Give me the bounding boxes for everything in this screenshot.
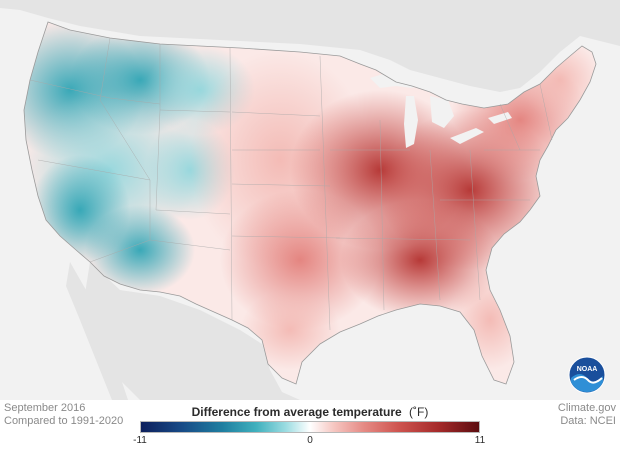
- temperature-anomaly-map: [0, 0, 620, 400]
- lake-michigan: [404, 96, 418, 148]
- canada-landmass: [0, 0, 620, 92]
- baja-peninsula: [66, 262, 128, 400]
- state-borders: [29, 37, 553, 331]
- data-credit-label: Data: NCEI: [560, 415, 616, 427]
- baseline-label: Compared to 1991-2020: [4, 415, 124, 427]
- noaa-logo: NOAA: [568, 356, 606, 394]
- lake-superior: [370, 72, 424, 88]
- publisher-label: Climate.gov: [557, 402, 616, 414]
- noaa-logo-text: NOAA: [577, 366, 598, 373]
- lake-huron: [430, 96, 454, 128]
- period-label: September 2016: [4, 402, 86, 414]
- legend-unit: (˚F): [409, 405, 429, 419]
- legend-color-scale: [140, 421, 480, 433]
- legend-min-label: -11: [133, 435, 147, 446]
- legend-title-text: Difference from average temperature: [191, 405, 402, 419]
- legend-mid-label: 0: [307, 435, 313, 446]
- map-area: [0, 0, 620, 400]
- lake-erie: [450, 128, 484, 144]
- legend-title: Difference from average temperature (˚F): [140, 405, 480, 419]
- legend-max-label: 11: [474, 435, 486, 446]
- mexico-landmass: [84, 262, 300, 400]
- lake-ontario: [488, 112, 512, 124]
- us-border: [23, 21, 597, 385]
